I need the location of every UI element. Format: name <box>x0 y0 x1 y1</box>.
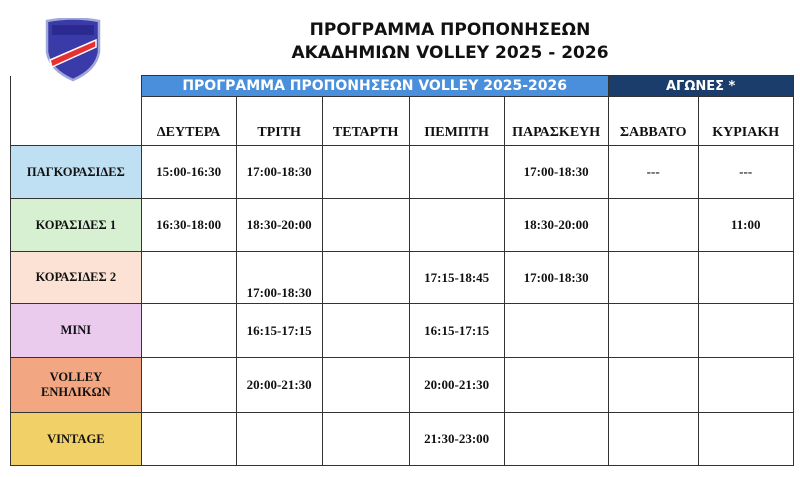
club-logo <box>44 17 102 82</box>
schedule-cell: 21:30-23:00 <box>408 412 505 466</box>
schedule-cell: 18:30-20:00 <box>503 198 609 252</box>
schedule-cell: 18:30-20:00 <box>235 198 323 252</box>
table-row: ΚΟΡΑΣΙΔΕΣ 1 16:30-18:00 18:30-20:00 18:30-2… <box>10 198 794 252</box>
schedule-cell: 17:15-18:45 <box>408 251 505 304</box>
group-label: ΚΟΡΑΣΙΔΕΣ 2 <box>10 251 142 304</box>
schedule-cell: 17:00-18:30 <box>235 251 323 304</box>
schedule-cell: 16:15-17:15 <box>235 303 323 358</box>
day-header: ΚΥΡΙΑΚΗ <box>697 96 794 146</box>
schedule-cell <box>235 412 323 466</box>
schedule-cell <box>140 303 237 358</box>
schedule-cell: 17:00-18:30 <box>235 145 323 199</box>
schedule-cell: 20:00-21:30 <box>235 357 323 413</box>
page-title-line2: ΑΚΑΔΗΜΙΩΝ VOLLEY 2025 - 2026 <box>291 43 609 63</box>
table-row: VOLLEY ΕΝΗΛΙΚΩΝ 20:00-21:30 20:00-21:30 <box>10 357 794 413</box>
schedule-cell <box>607 251 699 304</box>
table-row: MINI 16:15-17:15 16:15-17:15 <box>10 303 794 358</box>
day-header: ΔΕΥΤΕΡΑ <box>140 96 237 146</box>
group-label: MINI <box>10 303 142 358</box>
training-band-header: ΠΡΟΓΡΑΜΜΑ ΠΡΟΠΟΝΗΣΕΩΝ VOLLEY 2025-2026 <box>140 75 609 97</box>
schedule-cell <box>503 412 609 466</box>
schedule-cell <box>607 357 699 413</box>
schedule-cell: --- <box>697 145 794 199</box>
schedule-cell: 11:00 <box>697 198 794 252</box>
group-label: ΠΑΓΚΟΡΑΣΙΔΕΣ <box>10 145 142 199</box>
schedule-cell <box>140 412 237 466</box>
schedule-cell <box>321 251 410 304</box>
schedule-cell <box>321 145 410 199</box>
schedule-cell <box>697 357 794 413</box>
schedule-cell <box>321 198 410 252</box>
schedule-cell <box>408 145 505 199</box>
schedule-cell <box>503 303 609 358</box>
table-row: ΠΑΓΚΟΡΑΣΙΔΕΣ 15:00-16:30 17:00-18:30 17:00-… <box>10 145 794 199</box>
schedule-cell <box>321 412 410 466</box>
table-row: ΚΟΡΑΣΙΔΕΣ 2 17:00-18:30 17:15-18:45 17:00-1… <box>10 251 794 304</box>
group-label: ΚΟΡΑΣΙΔΕΣ 1 <box>10 198 142 252</box>
schedule-cell: 20:00-21:30 <box>408 357 505 413</box>
schedule-cell: 17:00-18:30 <box>503 145 609 199</box>
group-label: VOLLEY ΕΝΗΛΙΚΩΝ <box>10 357 142 413</box>
corner-cell <box>10 75 142 146</box>
day-header: ΤΕΤΑΡΤΗ <box>321 96 410 146</box>
schedule-cell <box>140 251 237 304</box>
schedule-cell <box>321 303 410 358</box>
schedule-cell <box>607 198 699 252</box>
day-header: ΣΑΒΒΑΤΟ <box>607 96 699 146</box>
day-header: ΤΡΙΤΗ <box>235 96 323 146</box>
page-title-line1: ΠΡΟΓΡΑΜΜΑ ΠΡΟΠΟΝΗΣΕΩΝ <box>309 20 591 40</box>
group-label: VINTAGE <box>10 412 142 466</box>
schedule-table: ΠΡΟΓΡΑΜΜΑ ΠΡΟΠΟΝΗΣΕΩΝ VOLLEY 2025-2026 Α… <box>10 75 794 466</box>
day-header: ΠΑΡΑΣΚΕΥΗ <box>503 96 609 146</box>
schedule-cell <box>607 412 699 466</box>
schedule-cell: 16:15-17:15 <box>408 303 505 358</box>
schedule-cell: 16:30-18:00 <box>140 198 237 252</box>
day-header: ΠΕΜΠΤΗ <box>408 96 505 146</box>
schedule-cell: 17:00-18:30 <box>503 251 609 304</box>
schedule-cell <box>408 198 505 252</box>
schedule-cell <box>321 357 410 413</box>
schedule-cell: --- <box>607 145 699 199</box>
schedule-cell <box>607 303 699 358</box>
schedule-cell <box>140 357 237 413</box>
schedule-cell <box>697 412 794 466</box>
matches-band-header: ΑΓΩΝΕΣ * <box>607 75 794 97</box>
schedule-cell <box>503 357 609 413</box>
table-row: VINTAGE 21:30-23:00 <box>10 412 794 466</box>
schedule-cell: 15:00-16:30 <box>140 145 237 199</box>
schedule-cell <box>697 251 794 304</box>
schedule-cell <box>697 303 794 358</box>
